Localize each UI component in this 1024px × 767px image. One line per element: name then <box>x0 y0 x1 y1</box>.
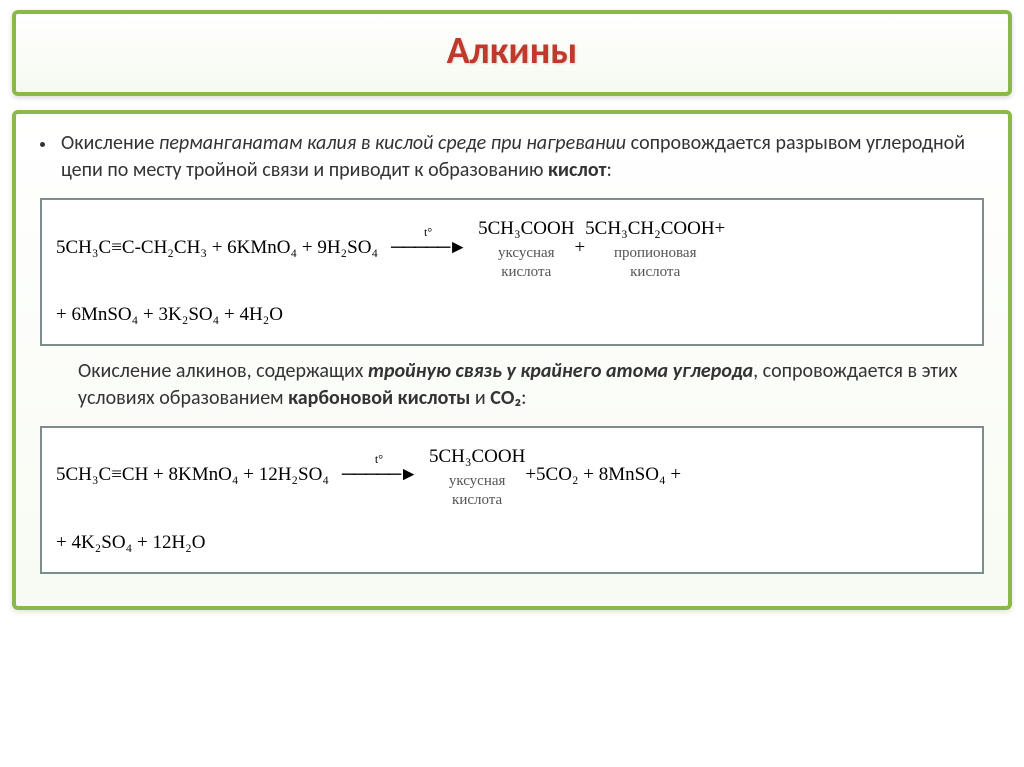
eq1-a-label2: кислота <box>478 264 574 281</box>
eq2-lhs: 5CH₃C≡CH + 8KMnO₄ + 12H₂SO₄ <box>56 460 329 489</box>
eq2-plus1: + <box>525 460 536 489</box>
eq1-rhs-a: 5CH₃COOH <box>478 218 574 239</box>
eq1-rhs-b: 5CH₃CH₂COOH+ <box>585 218 725 239</box>
p2-joiner: и <box>470 386 490 410</box>
p1-pre: Окисление <box>61 131 159 155</box>
eq2-rhs-b: 5CO₂ + 8MnSO₄ + <box>536 460 681 489</box>
equation-1-line2: + 6MnSO₄ + 3K₂SO₄ + 4H₂O <box>56 300 968 329</box>
p1-post: : <box>606 158 611 182</box>
eq1-line2: + 6MnSO₄ + 3K₂SO₄ + 4H₂O <box>56 300 283 329</box>
equation-1-line1: 5CH₃C≡C-CH₂CH₃ + 6KMnO₄ + 9H₂SO₄ t° ────… <box>56 214 968 280</box>
reaction-arrow: t° ─────► <box>388 233 468 262</box>
eq1-b-label2: кислота <box>585 264 725 281</box>
eq2-line2: + 4K₂SO₄ + 12H₂O <box>56 528 206 557</box>
eq1-plus1: + <box>574 233 585 262</box>
arrow-condition: t° <box>424 223 432 242</box>
eq2-product-a: 5CH₃COOH уксусная кислота <box>429 442 525 508</box>
equation-2-line1: 5CH₃C≡CH + 8KMnO₄ + 12H₂SO₄ t° ─────► 5C… <box>56 442 968 508</box>
eq1-lhs: 5CH₃C≡C-CH₂CH₃ + 6KMnO₄ + 9H₂SO₄ <box>56 233 378 262</box>
bullet-icon <box>40 142 45 147</box>
content-block: Окисление перманганатам калия в кислой с… <box>12 110 1012 610</box>
eq2-rhs-a: 5CH₃COOH <box>429 446 525 467</box>
p2-pre: Окисление алкинов, содержащих <box>78 359 368 383</box>
slide-header: Алкины <box>12 10 1012 96</box>
equation-1: 5CH₃C≡C-CH₂CH₃ + 6KMnO₄ + 9H₂SO₄ t° ────… <box>40 198 984 346</box>
paragraph-2: Окисление алкинов, содержащих тройную св… <box>78 358 984 412</box>
p2-post: : <box>521 386 526 410</box>
paragraph-1: Окисление перманганатам калия в кислой с… <box>40 130 984 184</box>
eq2-a-label1: уксусная <box>429 473 525 490</box>
p2-em: тройную связь у крайнего атома углерода <box>368 359 753 383</box>
eq1-product-b: 5CH₃CH₂COOH+ пропионовая кислота <box>585 214 725 280</box>
equation-2: 5CH₃C≡CH + 8KMnO₄ + 12H₂SO₄ t° ─────► 5C… <box>40 426 984 574</box>
p1-em: перманганатам калия в кислой среде при н… <box>159 131 626 155</box>
slide: Алкины Окисление перманганатам калия в к… <box>0 0 1024 767</box>
p1-bold: кислот <box>548 158 606 182</box>
eq1-b-label1: пропионовая <box>585 245 725 262</box>
eq1-product-a: 5CH₃COOH уксусная кислота <box>478 214 574 280</box>
eq1-a-label1: уксусная <box>478 245 574 262</box>
arrow-condition: t° <box>375 450 383 469</box>
p2-bold1: карбоновой кислоты <box>288 386 470 410</box>
paragraph-1-text: Окисление перманганатам калия в кислой с… <box>61 130 984 184</box>
eq2-a-label2: кислота <box>429 492 525 509</box>
p2-bold2: СО₂ <box>490 386 521 410</box>
equation-2-line2: + 4K₂SO₄ + 12H₂O <box>56 528 968 557</box>
slide-title: Алкины <box>16 28 1008 74</box>
reaction-arrow: t° ─────► <box>339 460 419 489</box>
